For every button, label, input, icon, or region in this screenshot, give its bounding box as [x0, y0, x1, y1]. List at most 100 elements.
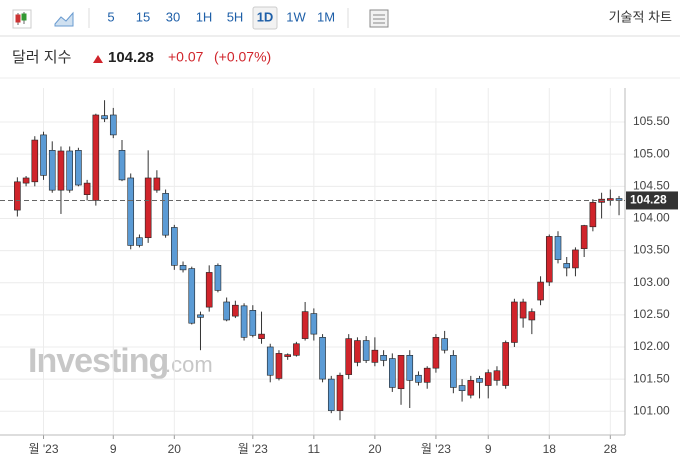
candle-body — [415, 374, 422, 383]
y-tick-label: 101.50 — [633, 371, 670, 385]
candle-body — [40, 134, 47, 176]
x-tick-label: 월 '23 — [421, 442, 451, 456]
candle-body — [441, 338, 448, 351]
candle-body — [214, 265, 222, 291]
interval-button[interactable]: 1D — [257, 9, 274, 24]
candle-body — [240, 305, 248, 338]
candle-body — [57, 150, 65, 191]
candle-body — [205, 272, 213, 308]
x-tick-label: 9 — [485, 442, 492, 456]
toolbar — [0, 0, 680, 36]
x-tick-label: 11 — [308, 442, 321, 456]
x-tick-label: 20 — [368, 442, 382, 456]
y-tick-label: 104.00 — [633, 211, 670, 225]
interval-button[interactable]: 1H — [196, 9, 213, 24]
area-icon[interactable] — [54, 11, 74, 27]
candle-body — [223, 301, 230, 321]
interval-button[interactable]: 15 — [136, 9, 150, 24]
candle-body — [179, 265, 187, 271]
y-tick-label: 102.00 — [633, 339, 670, 353]
candle-body — [92, 114, 100, 201]
last-price-tag — [626, 191, 678, 210]
candle-body — [467, 380, 475, 396]
y-tick-label: 103.00 — [633, 275, 670, 289]
x-tick-label: 9 — [110, 442, 117, 456]
watermark-brand: Investing — [28, 342, 168, 380]
interval-button[interactable]: 5 — [107, 9, 114, 24]
candle-body — [66, 150, 73, 191]
interval-button[interactable]: 30 — [166, 9, 180, 24]
candle-body — [450, 355, 457, 388]
y-tick-label: 104.50 — [633, 178, 670, 192]
candle-icon[interactable] — [12, 9, 32, 29]
candle-body — [75, 150, 82, 186]
candle-body — [397, 355, 405, 390]
candle-body — [484, 372, 492, 386]
candle-body — [563, 263, 571, 269]
candle-body — [502, 342, 509, 386]
candle-body — [423, 367, 431, 383]
candle-body — [432, 337, 440, 369]
up-arrow — [93, 55, 103, 63]
candle-body — [171, 227, 178, 266]
x-tick-label: 28 — [604, 442, 618, 456]
watermark-suffix: .com — [165, 352, 213, 377]
interval-button[interactable]: 1W — [286, 9, 306, 24]
candle-body — [83, 182, 91, 195]
candle-body — [197, 314, 204, 318]
grid-icon[interactable] — [369, 9, 389, 28]
technical-chart-link[interactable]: 기술적 차트 — [609, 9, 672, 24]
candle-body — [258, 333, 265, 339]
y-tick-label: 102.50 — [633, 307, 670, 321]
candle-body — [493, 370, 501, 381]
candle-body — [589, 202, 597, 228]
candle-body — [153, 177, 161, 191]
candle-body — [293, 343, 300, 356]
candle-body — [162, 193, 169, 236]
candle-body — [511, 301, 518, 343]
candle-body — [284, 354, 291, 357]
candle-body — [301, 311, 309, 339]
candle-body — [537, 281, 544, 301]
x-tick-label: 월 '23 — [29, 442, 59, 456]
y-tick-label: 105.50 — [633, 114, 670, 128]
candle-body — [249, 310, 257, 336]
candle-body — [136, 237, 143, 246]
candle-body — [232, 304, 239, 317]
candle-body — [48, 150, 56, 191]
candle-body — [310, 313, 318, 335]
candle-body — [406, 355, 414, 381]
x-tick-label: 20 — [168, 442, 182, 456]
candle-body — [389, 358, 396, 388]
y-tick-label: 103.50 — [633, 243, 670, 257]
candle-body — [109, 114, 117, 136]
candle-body — [188, 268, 196, 324]
candle-body — [127, 177, 135, 246]
candle-body — [22, 177, 30, 184]
percent-change: (+0.07%) — [214, 49, 271, 65]
candle-body — [275, 353, 283, 379]
last-price: 104.28 — [108, 49, 154, 66]
candle-body — [336, 374, 344, 411]
candle-body — [380, 355, 387, 361]
candle-body — [327, 378, 335, 411]
candle-body — [118, 150, 126, 181]
interval-button[interactable]: 1M — [317, 9, 335, 24]
candle-body — [362, 340, 370, 361]
x-tick-label: 18 — [543, 442, 557, 456]
candle-body — [345, 338, 353, 375]
y-tick-label: 101.00 — [633, 403, 670, 417]
candle-body — [354, 340, 361, 363]
interval-button[interactable]: 5H — [227, 9, 244, 24]
y-tick-label: 105.00 — [633, 146, 670, 160]
instrument-name: 달러 지수 — [12, 49, 71, 66]
price-change: +0.07 — [168, 49, 204, 65]
selected-interval — [252, 6, 278, 30]
last-price-tag-label: 104.28 — [630, 193, 667, 207]
candle-body — [371, 349, 379, 363]
candle-body — [101, 115, 108, 120]
candle-body — [144, 177, 152, 239]
candle-body — [31, 139, 39, 183]
